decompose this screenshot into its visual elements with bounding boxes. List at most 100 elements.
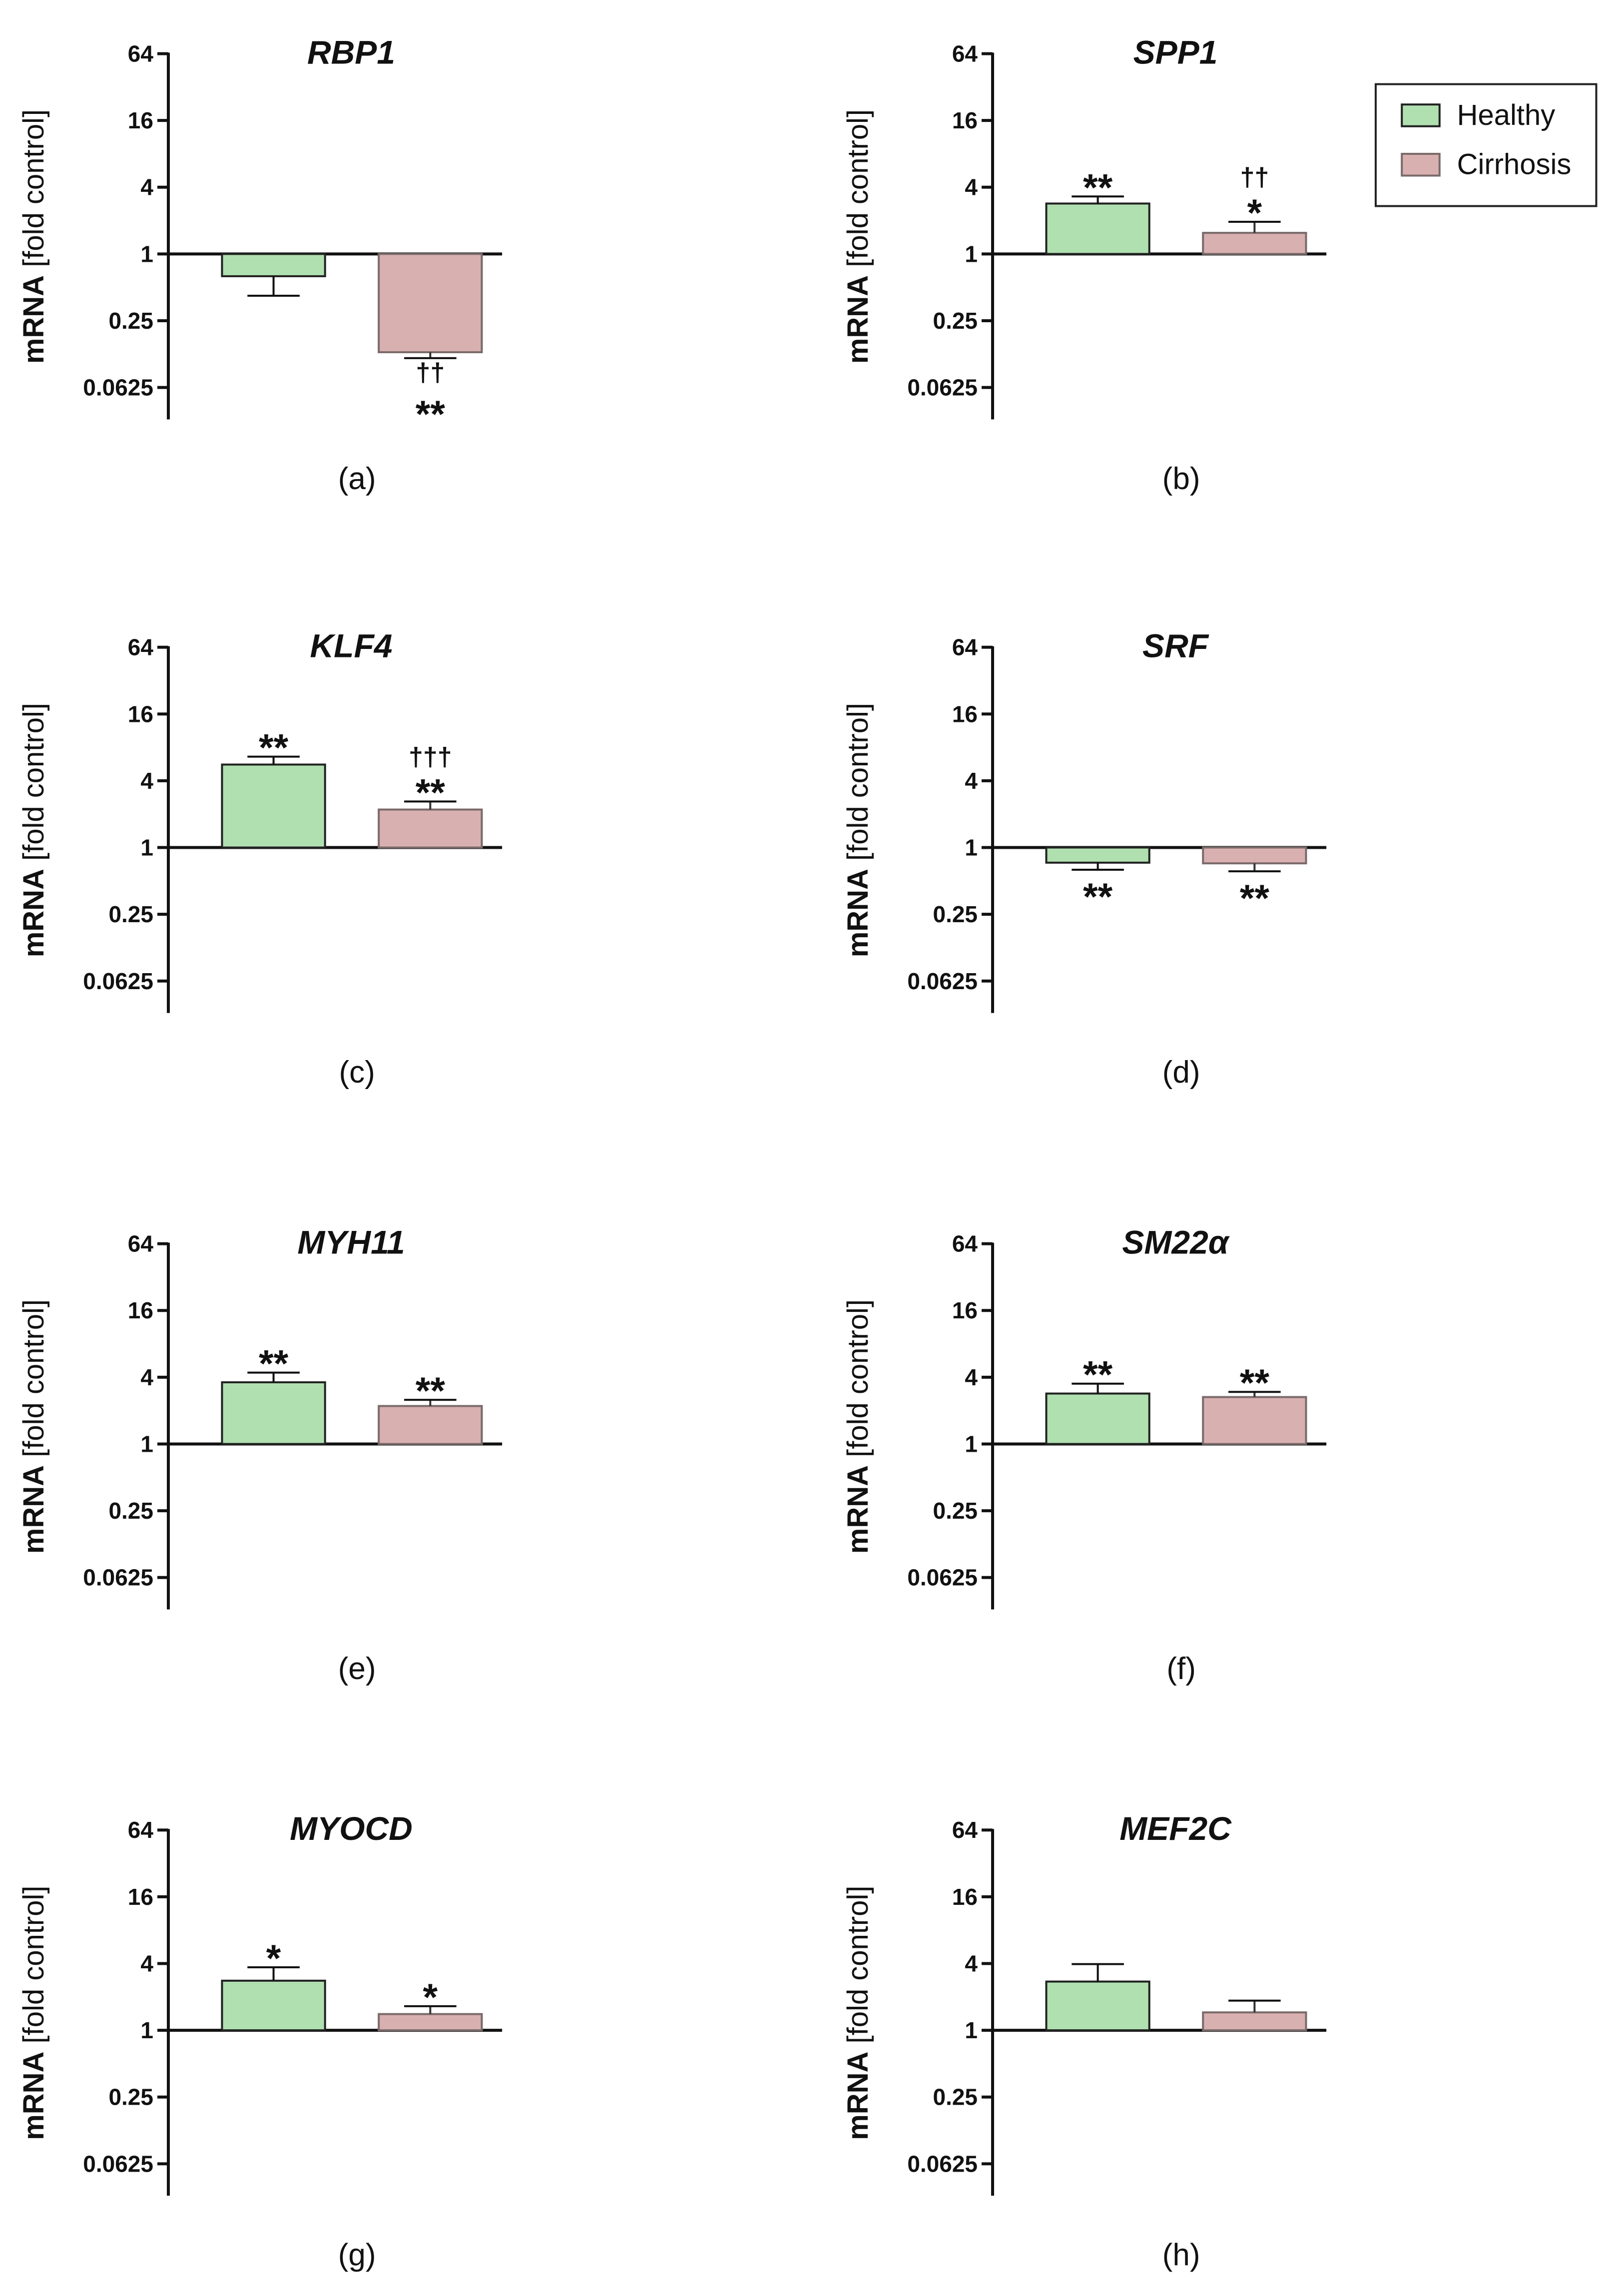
y-tick-label: 0.0625 [83, 968, 153, 994]
significance-annotation: ** [259, 727, 289, 769]
y-tick-label: 16 [128, 1884, 153, 1910]
bar-healthy [1045, 1980, 1150, 2032]
y-tick-label: 64 [128, 634, 154, 660]
y-axis-label: mRNA [fold control] [842, 109, 874, 364]
bar-healthy [1045, 202, 1150, 255]
y-tick-label: 1 [965, 1431, 978, 1457]
panel-label: (e) [338, 1652, 376, 1686]
y-tick-label: 1 [140, 835, 153, 861]
chart-title: SRF [1142, 627, 1209, 664]
panel-label: (f) [1166, 1652, 1196, 1686]
y-tick-label: 1 [140, 1431, 153, 1457]
y-axis-label: mRNA [fold control] [842, 1299, 874, 1554]
chart-title: MYH11 [297, 1224, 405, 1261]
legend-label-healthy: Healthy [1457, 99, 1556, 131]
panel-label: (c) [339, 1055, 375, 1090]
y-axis-label: mRNA [fold control] [17, 703, 50, 957]
y-tick-label: 16 [128, 107, 153, 133]
bar-cirrhosis [378, 2013, 483, 2032]
y-tick-label: 0.25 [933, 1498, 978, 1524]
y-tick-label: 1 [965, 835, 978, 861]
significance-annotation: * [423, 1976, 438, 2019]
y-tick-label: 16 [952, 1297, 978, 1323]
y-axis-label: mRNA [fold control] [17, 1886, 50, 2140]
y-tick-label: 16 [128, 701, 153, 727]
chart-title: SPP1 [1133, 33, 1218, 70]
bar-cirrhosis [1202, 2011, 1307, 2032]
dagger-annotation: †† [1240, 163, 1269, 192]
bar-healthy [221, 253, 326, 277]
dagger-annotation: †† [416, 358, 445, 387]
y-tick-label: 1 [140, 241, 153, 267]
significance-annotation: ** [1083, 876, 1113, 918]
y-tick-label: 64 [952, 634, 978, 660]
significance-annotation: * [266, 1937, 281, 1980]
y-tick-label: 64 [952, 1817, 978, 1843]
y-axis-label: mRNA [fold control] [842, 703, 874, 957]
panel-c: 64 16 4 1 0.25 0.0625 mRNA [fold control] KLF4 *… [17, 627, 503, 1090]
y-tick-label: 64 [128, 1817, 154, 1843]
legend-label-cirrhosis: Cirrhosis [1457, 148, 1572, 181]
chart-title: SM22α [1122, 1224, 1230, 1261]
y-tick-label: 0.25 [933, 308, 978, 334]
y-tick-label: 1 [140, 2017, 153, 2043]
panel-label: (h) [1162, 2238, 1200, 2273]
y-tick-label: 16 [952, 701, 978, 727]
y-tick-label: 64 [128, 40, 154, 66]
chart-title: MEF2C [1119, 1810, 1232, 1847]
y-tick-label: 4 [965, 174, 978, 200]
y-axis-label: mRNA [fold control] [17, 109, 50, 364]
bar-cirrhosis [378, 253, 483, 354]
panel-label: (b) [1162, 462, 1200, 496]
y-tick-label: 0.25 [108, 308, 153, 334]
bar-cirrhosis [1202, 232, 1307, 255]
significance-annotation: ** [1240, 1362, 1270, 1404]
significance-annotation: ** [1083, 166, 1113, 209]
bar-healthy [1045, 846, 1150, 864]
y-tick-label: 64 [952, 1231, 978, 1257]
y-tick-label: 4 [965, 768, 978, 794]
y-tick-label: 0.0625 [907, 2151, 978, 2177]
y-tick-label: 0.25 [108, 901, 153, 927]
significance-annotation: ** [1083, 1354, 1113, 1396]
panel-e: 64 16 4 1 0.25 0.0625 mRNA [fold control] MYH11… [17, 1224, 503, 1686]
y-tick-label: 0.25 [108, 2084, 153, 2110]
y-tick-label: 0.0625 [83, 1565, 153, 1591]
y-tick-label: 1 [965, 2017, 978, 2043]
bar-healthy [1045, 1392, 1150, 1445]
y-tick-label: 16 [952, 107, 978, 133]
y-tick-label: 4 [965, 1950, 978, 1976]
y-tick-label: 4 [140, 174, 153, 200]
y-tick-label: 4 [140, 768, 153, 794]
panel-g: 64 16 4 1 0.25 0.0625 mRNA [fold control] MYOCD… [17, 1810, 503, 2273]
significance-annotation: ** [416, 393, 446, 436]
panel-b: 64 16 4 1 0.25 0.0625 mRNA [fold control] SPP1 *… [842, 33, 1327, 496]
chart-title: RBP1 [307, 33, 395, 70]
panel-d: 64 16 4 1 0.25 0.0625 mRNA [fold control] SRF **… [842, 627, 1327, 1090]
y-tick-label: 16 [128, 1297, 153, 1323]
significance-annotation: ** [1240, 877, 1270, 920]
y-tick-label: 0.0625 [907, 1565, 978, 1591]
y-tick-label: 0.25 [933, 901, 978, 927]
y-tick-label: 64 [952, 40, 978, 66]
significance-annotation: ** [259, 1343, 289, 1385]
y-axis-label: mRNA [fold control] [17, 1299, 50, 1554]
panel-a: 64 16 4 1 0.25 0.0625 mRNA [fold control] RBP1 †… [17, 33, 503, 496]
y-tick-label: 0.0625 [907, 968, 978, 994]
bar-cirrhosis [1202, 846, 1307, 865]
y-tick-label: 0.0625 [83, 2151, 153, 2177]
dagger-annotation: ††† [409, 742, 452, 771]
chart-title: KLF4 [310, 627, 393, 664]
panel-label: (a) [338, 462, 376, 496]
y-tick-label: 64 [128, 1231, 154, 1257]
significance-annotation: ** [416, 1370, 446, 1412]
y-tick-label: 0.25 [108, 1498, 153, 1524]
panel-label: (d) [1162, 1055, 1200, 1090]
y-tick-label: 4 [140, 1950, 153, 1976]
y-tick-label: 4 [965, 1364, 978, 1390]
significance-annotation: ** [416, 771, 446, 814]
bar-healthy [221, 763, 326, 849]
significance-annotation: * [1247, 192, 1262, 234]
